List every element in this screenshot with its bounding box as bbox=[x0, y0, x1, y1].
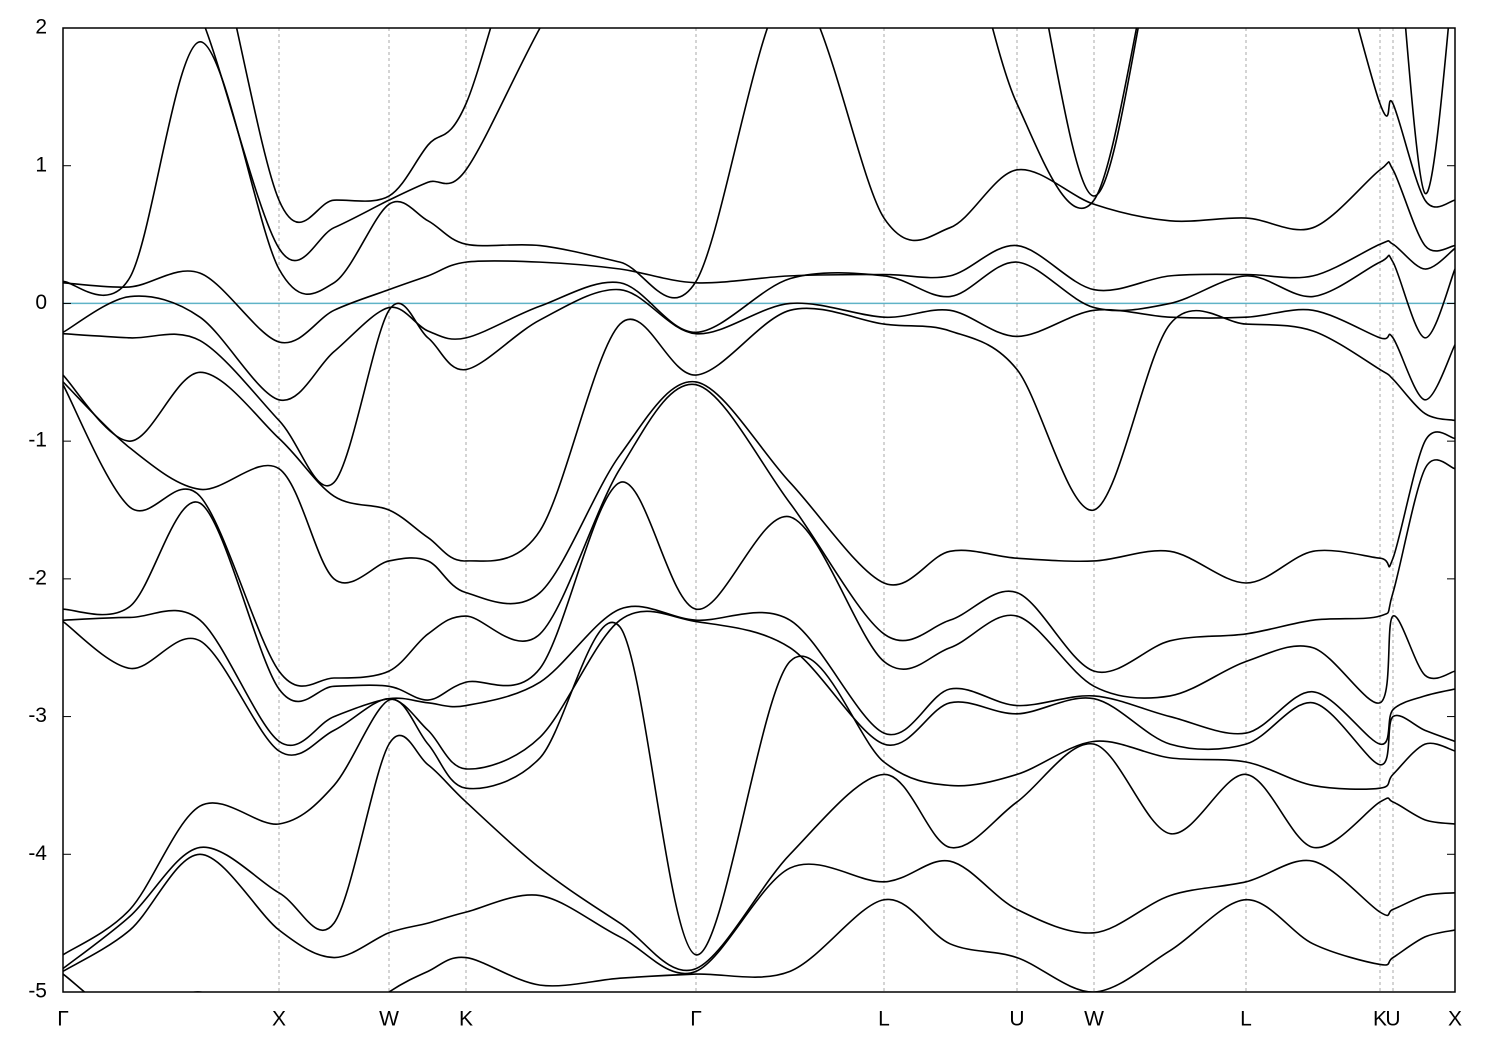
y-tick-label: 0 bbox=[35, 291, 47, 314]
bands bbox=[63, 28, 1455, 992]
plot-frame bbox=[62, 27, 1456, 993]
band-line bbox=[63, 307, 1455, 562]
y-tick-label: -1 bbox=[28, 429, 47, 452]
x-tick-label: Γ bbox=[57, 1008, 69, 1031]
y-tick-label: -5 bbox=[28, 980, 47, 1003]
y-tick-label: -3 bbox=[28, 704, 47, 727]
x-tick-label: X bbox=[1448, 1008, 1462, 1031]
y-tick-label: 1 bbox=[35, 153, 47, 176]
band-line bbox=[63, 383, 1455, 687]
x-tick-label: L bbox=[1240, 1008, 1252, 1031]
y-tick-label: 2 bbox=[35, 16, 47, 39]
x-tick-label: K bbox=[459, 1008, 473, 1031]
band-line bbox=[204, 28, 1455, 262]
band-line bbox=[63, 381, 1455, 605]
band-line bbox=[63, 240, 1455, 344]
x-tick-label: W bbox=[379, 1008, 399, 1031]
y-tick-label: -2 bbox=[28, 566, 47, 589]
x-tick-label: Γ bbox=[690, 1008, 702, 1031]
band-line bbox=[63, 734, 1455, 972]
x-tick-label: W bbox=[1084, 1008, 1104, 1031]
x-tick-label: L bbox=[878, 1008, 890, 1031]
band-line bbox=[63, 621, 1455, 956]
band-line bbox=[63, 481, 1455, 704]
y-tick-label: -4 bbox=[28, 842, 47, 865]
band-line bbox=[63, 254, 1455, 402]
x-tick-label: K bbox=[1373, 1008, 1387, 1031]
band-line bbox=[63, 853, 1455, 975]
x-tick-label: X bbox=[272, 1008, 286, 1031]
band-line bbox=[235, 28, 1450, 224]
x-tick-label: U bbox=[1009, 1008, 1024, 1031]
band-line bbox=[63, 605, 1455, 747]
band-line bbox=[63, 610, 1455, 770]
band-line bbox=[63, 28, 1455, 299]
x-tick-label: U bbox=[1385, 1008, 1400, 1031]
band-line bbox=[63, 288, 1455, 487]
band-line bbox=[63, 898, 1455, 992]
